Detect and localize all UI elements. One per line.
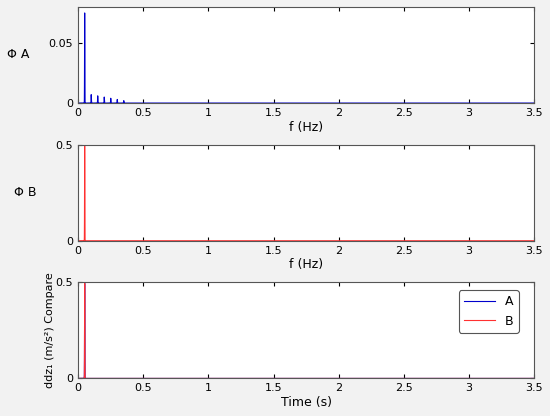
B bbox=[381, 376, 388, 381]
B bbox=[433, 376, 440, 381]
A bbox=[155, 376, 162, 381]
B bbox=[75, 376, 81, 381]
Y-axis label: ddz₁ (m/s²) Compare: ddz₁ (m/s²) Compare bbox=[45, 272, 55, 388]
Y-axis label: Φ A: Φ A bbox=[7, 49, 29, 62]
B bbox=[81, 281, 88, 286]
A bbox=[99, 376, 106, 381]
A bbox=[381, 376, 388, 381]
B bbox=[531, 376, 537, 381]
Line: A: A bbox=[78, 283, 534, 379]
A bbox=[531, 376, 537, 381]
A bbox=[81, 281, 88, 286]
A bbox=[430, 376, 436, 381]
X-axis label: f (Hz): f (Hz) bbox=[289, 121, 323, 134]
X-axis label: f (Hz): f (Hz) bbox=[289, 258, 323, 271]
Legend: A, B: A, B bbox=[459, 290, 519, 333]
B bbox=[155, 376, 162, 381]
B bbox=[99, 376, 106, 381]
Y-axis label: Φ B: Φ B bbox=[14, 186, 36, 199]
B bbox=[430, 376, 436, 381]
A bbox=[522, 376, 529, 381]
Line: B: B bbox=[78, 283, 534, 379]
A bbox=[433, 376, 440, 381]
A bbox=[75, 376, 81, 381]
X-axis label: Time (s): Time (s) bbox=[280, 396, 332, 409]
B bbox=[522, 376, 529, 381]
